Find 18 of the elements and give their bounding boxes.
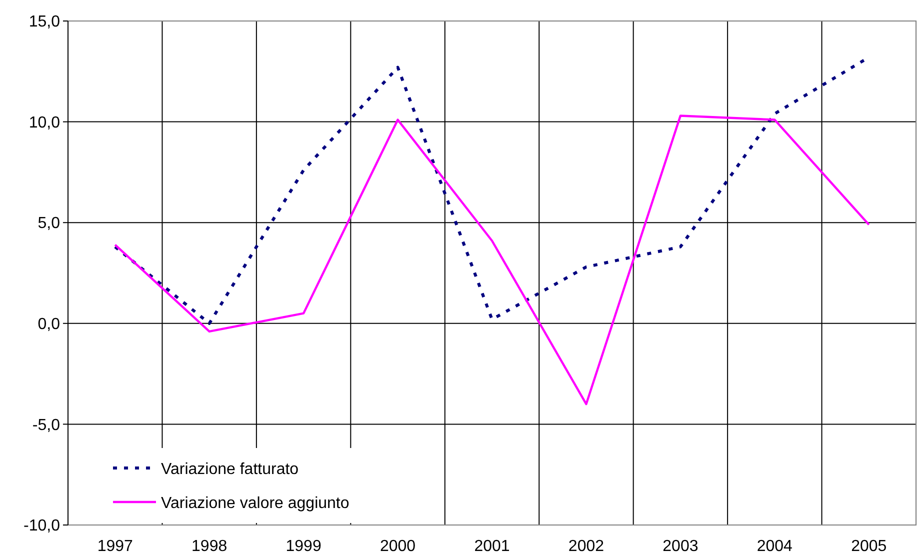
line-series [114, 114, 870, 406]
x-tick-label: 2002 [568, 538, 604, 555]
x-tick-label: 2001 [474, 538, 510, 555]
y-tick-label: 0,0 [38, 316, 60, 333]
y-tick-label: 5,0 [38, 215, 60, 232]
x-tick-label: 2000 [380, 538, 416, 555]
x-tick-label: 2004 [756, 538, 793, 555]
y-tick-label: -5,0 [32, 416, 60, 434]
y-tick-label: 15,0 [28, 14, 60, 31]
x-tick-label: 1997 [97, 538, 134, 555]
x-tick-label: 1998 [192, 538, 228, 555]
y-tick-label: 10,0 [28, 114, 60, 132]
x-tick-label: 1999 [286, 538, 322, 555]
x-tick-label: 2005 [851, 538, 887, 555]
y-tick-label: -10,0 [24, 518, 60, 535]
legend-label: Variazione fatturato [161, 461, 299, 478]
legend-label: Variazione valore aggiunto [161, 495, 350, 512]
x-tick-label: 2003 [662, 538, 698, 555]
